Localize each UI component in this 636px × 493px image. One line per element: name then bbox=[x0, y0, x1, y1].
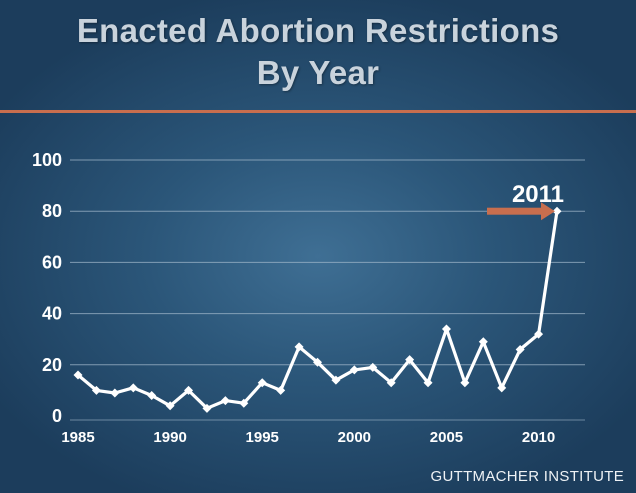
chart-title: Enacted Abortion Restrictions By Year bbox=[0, 10, 636, 94]
x-tick-label-1995: 1995 bbox=[246, 429, 279, 446]
y-tick-label-100: 100 bbox=[32, 150, 62, 170]
arrow-head-icon bbox=[541, 202, 555, 221]
data-point-1998 bbox=[313, 357, 322, 367]
data-point-2005 bbox=[441, 324, 451, 334]
data-point-1993 bbox=[220, 396, 230, 406]
data-point-2000 bbox=[349, 365, 359, 375]
title-line-1: Enacted Abortion Restrictions bbox=[76, 12, 560, 49]
data-point-2003 bbox=[405, 355, 415, 365]
data-point-2006 bbox=[460, 378, 470, 388]
data-markers bbox=[73, 206, 562, 413]
title-divider bbox=[0, 110, 636, 113]
y-tick-label-80: 80 bbox=[42, 201, 62, 221]
x-tick-label-1990: 1990 bbox=[153, 429, 186, 446]
title-line-2: By Year bbox=[256, 54, 380, 91]
data-point-1985 bbox=[73, 370, 83, 380]
data-point-2010 bbox=[534, 329, 544, 339]
data-point-1992 bbox=[202, 403, 212, 413]
series-line bbox=[76, 210, 559, 410]
y-tick-label-0: 0 bbox=[52, 406, 62, 426]
data-point-2004 bbox=[423, 378, 433, 388]
gridlines bbox=[70, 159, 585, 421]
x-axis-ticks: 1985 1990 1995 2000 2005 2010 bbox=[61, 429, 555, 446]
data-point-2008 bbox=[497, 383, 507, 393]
data-point-1997 bbox=[294, 342, 304, 352]
arrow-shaft bbox=[487, 207, 543, 215]
data-point-1995 bbox=[257, 378, 267, 388]
data-point-1988 bbox=[128, 383, 138, 393]
data-point-1989 bbox=[147, 391, 157, 401]
source-credit: GUTTMACHER INSTITUTE bbox=[430, 468, 624, 485]
annotation-2011: 2011 bbox=[487, 181, 564, 221]
data-point-1996 bbox=[276, 385, 286, 395]
data-point-2009 bbox=[515, 344, 525, 354]
data-point-1994 bbox=[239, 398, 249, 408]
x-tick-label-2010: 2010 bbox=[522, 429, 555, 446]
y-tick-label-20: 20 bbox=[42, 355, 62, 375]
data-point-2011 bbox=[552, 206, 562, 216]
y-tick-label-60: 60 bbox=[42, 252, 62, 272]
data-point-1990 bbox=[165, 401, 175, 411]
data-point-1986 bbox=[91, 385, 101, 395]
x-tick-label-1985: 1985 bbox=[61, 429, 94, 446]
x-tick-label-2000: 2000 bbox=[338, 429, 371, 446]
y-axis-ticks: 0 20 40 60 80 100 bbox=[32, 150, 62, 426]
data-point-2001 bbox=[368, 362, 378, 372]
annotation-label: 2011 bbox=[512, 181, 564, 208]
data-point-1991 bbox=[184, 385, 194, 395]
data-point-2002 bbox=[386, 378, 396, 388]
x-tick-label-2005: 2005 bbox=[430, 429, 463, 446]
y-tick-label-40: 40 bbox=[42, 304, 62, 324]
data-point-1987 bbox=[110, 388, 120, 398]
data-point-2007 bbox=[478, 337, 488, 347]
data-point-1999 bbox=[331, 375, 341, 385]
